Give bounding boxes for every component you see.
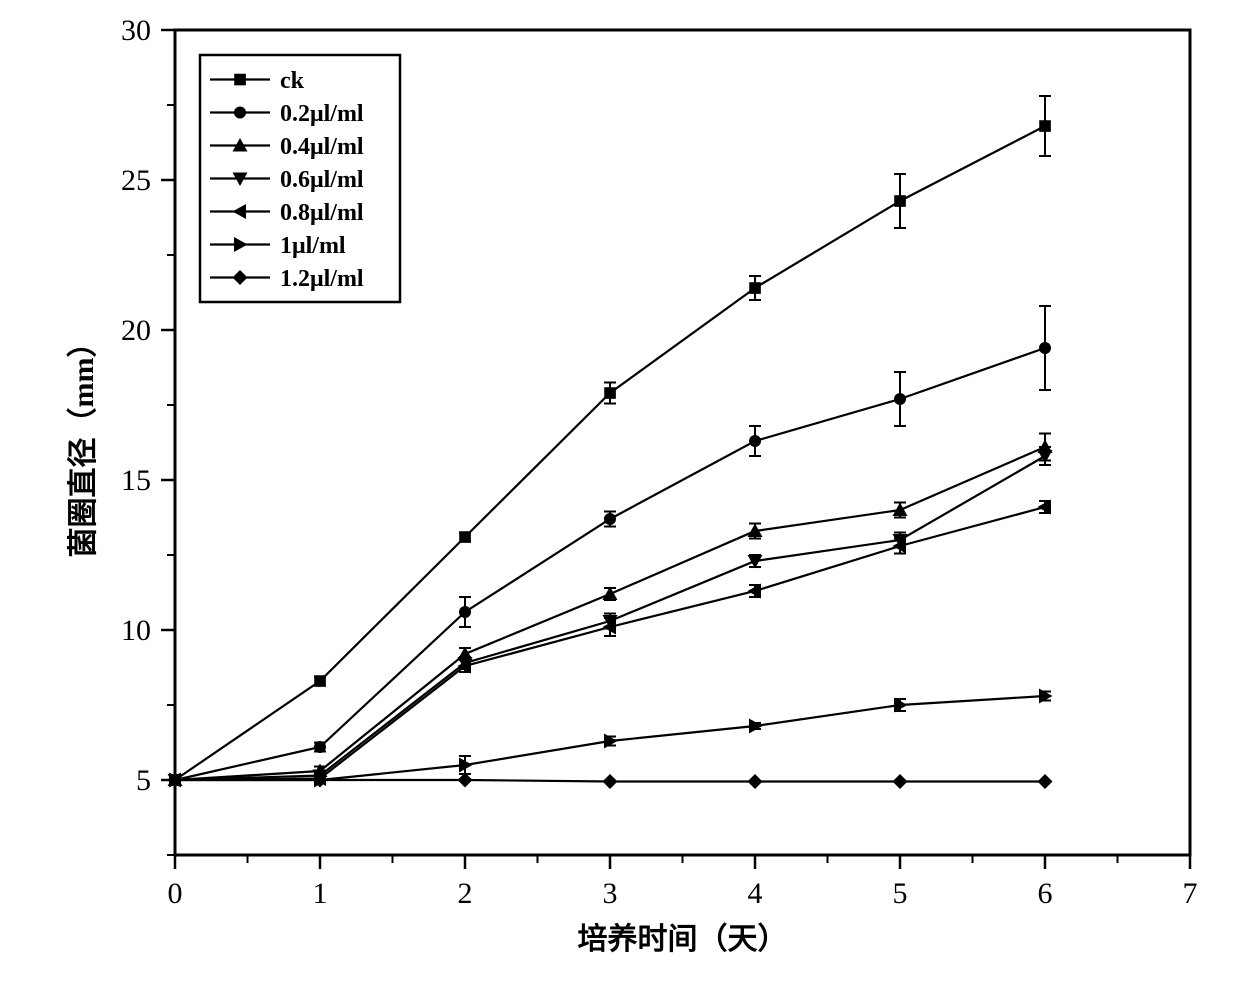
x-tick-label: 3 bbox=[603, 877, 618, 910]
y-tick-label: 25 bbox=[121, 164, 151, 197]
chart-container: 0 1 2 3 4 5 6 7 培养时间（天） 5 10 15 20 25 30 菌圈直径（mm） ck 0.2μ… bbox=[0, 0, 1240, 984]
legend-label: 0.8μl/ml bbox=[280, 200, 364, 226]
legend-label: 1μl/ml bbox=[280, 233, 346, 259]
y-tick-label: 5 bbox=[136, 764, 151, 797]
y-axis-label: 菌圈直径（mm） bbox=[66, 328, 100, 558]
x-tick-label: 6 bbox=[1038, 877, 1053, 910]
x-tick-label: 4 bbox=[748, 877, 763, 910]
x-tick-label: 1 bbox=[313, 877, 328, 910]
x-tick-label: 2 bbox=[458, 877, 473, 910]
x-tick-label: 5 bbox=[893, 877, 908, 910]
legend-label: 1.2μl/ml bbox=[280, 266, 364, 292]
legend-label: 0.2μl/ml bbox=[280, 101, 364, 127]
legend: ck 0.2μl/ml 0.4μl/ml 0.6μl/ml 0.8μl/ml 1μl/ml… bbox=[200, 55, 400, 302]
x-axis-label: 培养时间（天） bbox=[578, 922, 788, 956]
y-tick-label: 30 bbox=[121, 14, 151, 47]
legend-label: 0.4μl/ml bbox=[280, 134, 364, 160]
line-chart: 0 1 2 3 4 5 6 7 培养时间（天） 5 10 15 20 25 30 菌圈直径（mm） ck 0.2μ… bbox=[0, 0, 1240, 984]
y-tick-label: 20 bbox=[121, 314, 151, 347]
legend-label: 0.6μl/ml bbox=[280, 167, 364, 193]
x-tick-label: 0 bbox=[168, 877, 183, 910]
x-tick-label: 7 bbox=[1183, 877, 1198, 910]
y-tick-label: 10 bbox=[121, 614, 151, 647]
y-tick-label: 15 bbox=[121, 464, 151, 497]
legend-label: ck bbox=[280, 68, 305, 94]
